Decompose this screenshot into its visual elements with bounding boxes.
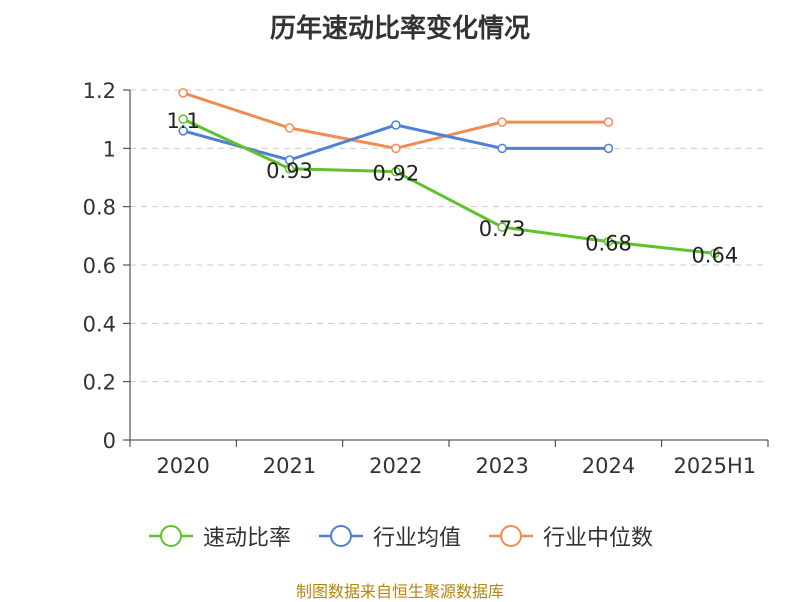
data-label: 0.64: [691, 243, 738, 267]
x-tick-label: 2023: [475, 454, 528, 478]
data-point: [497, 117, 507, 127]
y-tick-label: 0.4: [83, 312, 116, 336]
x-tick-label: 2021: [263, 454, 316, 478]
axes: 0 0.2 0.4 0.6 0.8 1 1.2 2020 2021 2022 2023 2024 202…: [83, 79, 769, 478]
y-tick-label: 0.8: [83, 196, 116, 220]
y-tick-label: 0: [103, 429, 116, 453]
source-note: 制图数据来自恒生聚源数据库: [295, 582, 504, 601]
x-tick-label: 2024: [582, 454, 635, 478]
data-point: [284, 123, 295, 133]
x-tick-label: 2020: [156, 454, 209, 478]
chart-title: 历年速动比率变化情况: [269, 14, 530, 44]
data-labels: 1.1 0.93 0.92 0.73 0.68 0.64: [166, 109, 738, 267]
data-point: [710, 248, 720, 259]
legend-item[interactable]: 行业中位数: [487, 520, 653, 552]
y-tick-label: 1: [103, 137, 116, 161]
line-chart: 0 0.2 0.4 0.6 0.8 1 1.2 2020 2021 2022 2023 2024 202…: [83, 79, 769, 478]
data-point: [603, 117, 614, 127]
data-point: [391, 166, 401, 177]
y-tick-label: 0.2: [83, 371, 116, 395]
y-tick-label: 1.2: [83, 79, 116, 103]
series-lines: [178, 88, 720, 259]
data-label: 1.1: [166, 109, 199, 133]
legend-marker-icon: [489, 525, 533, 547]
y-tick-label: 0.6: [83, 254, 116, 278]
legend-label: 行业均值: [372, 526, 461, 551]
legend-item[interactable]: 速动比率: [147, 520, 291, 552]
data-point: [497, 143, 507, 154]
x-tick-label: 2025H1: [674, 454, 757, 478]
legend-marker-icon: [148, 525, 193, 547]
legend-label: 行业中位数: [543, 526, 654, 551]
data-point: [391, 143, 401, 154]
x-tick-label: 2022: [369, 454, 422, 478]
data-label: 0.73: [479, 217, 526, 241]
data-point: [391, 120, 401, 130]
data-point: [178, 88, 188, 98]
data-point: [284, 164, 295, 174]
legend-label: 速动比率: [202, 526, 291, 551]
data-point: [603, 143, 614, 154]
data-point: [497, 222, 507, 232]
data-point: [178, 126, 188, 136]
legend-marker-icon: [318, 525, 363, 547]
grid-lines: [130, 89, 768, 383]
data-label: 0.68: [585, 232, 632, 256]
data-label: 0.92: [372, 162, 419, 186]
series-line: [182, 123, 609, 162]
series-line: [182, 117, 715, 255]
legend: 速动比率 行业均值 行业中位数: [0, 520, 800, 552]
data-label: 0.93: [266, 159, 313, 183]
data-point: [178, 114, 188, 124]
data-point: [603, 236, 614, 247]
legend-item[interactable]: 行业均值: [317, 520, 461, 552]
